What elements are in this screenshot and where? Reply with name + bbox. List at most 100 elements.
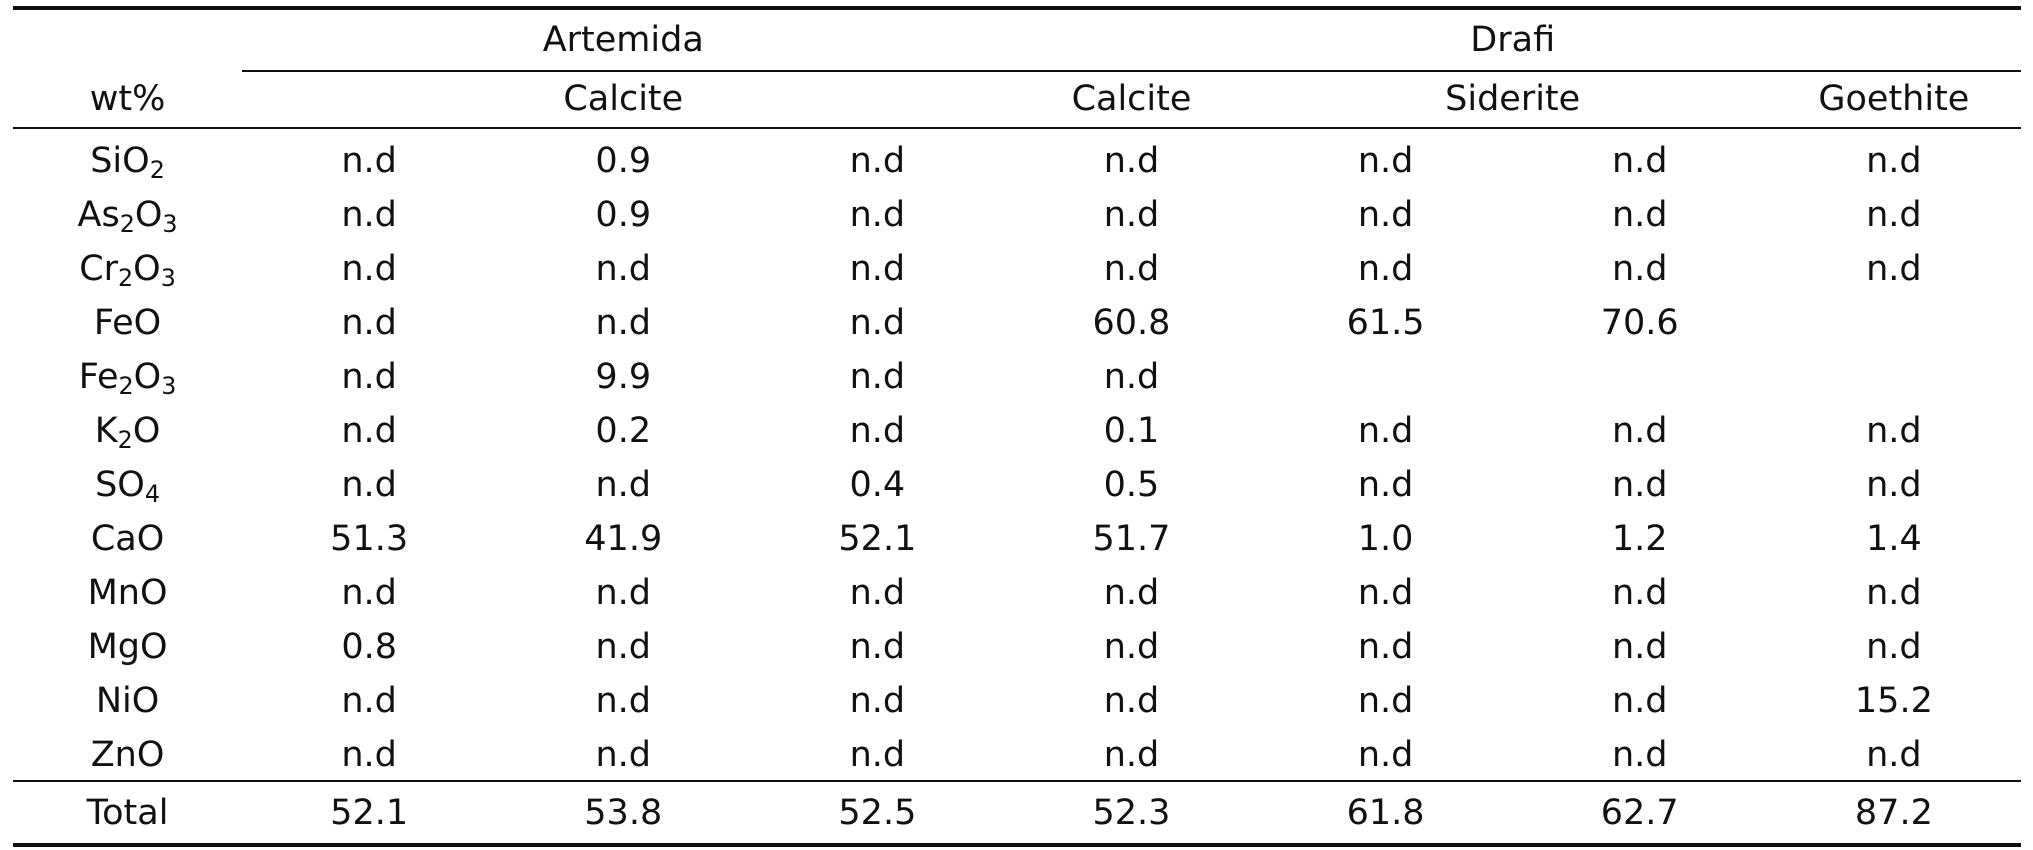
compound-text: SiO bbox=[90, 140, 150, 181]
value-cell: n.d bbox=[1611, 194, 1668, 235]
header-blank-cell bbox=[13, 0, 242, 70]
total-cell: 52.5 bbox=[838, 792, 917, 833]
top-rule bbox=[13, 6, 2021, 10]
drafi-group-rule bbox=[1004, 70, 2021, 72]
value-cell: n.d bbox=[1357, 680, 1414, 721]
total-cell: 52.1 bbox=[330, 792, 409, 833]
value-cell: n.d bbox=[1611, 248, 1668, 289]
compound-label: ZnO bbox=[13, 728, 242, 782]
value-cell: n.d bbox=[1357, 626, 1414, 667]
value-cell: n.d bbox=[341, 464, 397, 505]
value-cell: 0.8 bbox=[341, 626, 397, 667]
total-cell: 87.2 bbox=[1854, 792, 1933, 833]
table-row: FeO n.d n.d n.d 60.8 61.5 70.6 bbox=[13, 296, 2021, 350]
value-cell: n.d bbox=[341, 734, 397, 775]
value-cell: n.d bbox=[595, 248, 652, 289]
total-label: Total bbox=[86, 792, 169, 833]
value-cell: n.d bbox=[1103, 356, 1160, 397]
value-cell: n.d bbox=[1357, 248, 1414, 289]
value-cell: n.d bbox=[595, 302, 652, 343]
value-cell: n.d bbox=[1866, 464, 1922, 505]
value-cell: n.d bbox=[341, 410, 397, 451]
compound-subscript: 2 bbox=[117, 425, 133, 454]
value-cell: 15.2 bbox=[1854, 680, 1933, 721]
group-header-artemida: Artemida bbox=[542, 19, 704, 60]
value-cell: n.d bbox=[849, 626, 906, 667]
table-row: As2O3 n.d 0.9 n.d n.d n.d n.d n.d bbox=[13, 188, 2021, 242]
value-cell: n.d bbox=[1357, 410, 1414, 451]
compound-label: K2O bbox=[13, 404, 242, 458]
compound-text: SO bbox=[95, 464, 145, 505]
compound-subscript: 3 bbox=[162, 209, 178, 238]
compound-text: O bbox=[133, 356, 162, 397]
compound-label: As2O3 bbox=[13, 188, 242, 242]
value-cell: n.d bbox=[849, 194, 906, 235]
value-cell: 1.4 bbox=[1866, 518, 1922, 559]
value-cell: 61.5 bbox=[1346, 302, 1425, 343]
value-cell: n.d bbox=[1611, 734, 1668, 775]
value-cell: n.d bbox=[1357, 572, 1414, 613]
compound-text: K bbox=[94, 410, 118, 451]
value-cell bbox=[1513, 350, 1767, 404]
value-cell: 1.2 bbox=[1611, 518, 1668, 559]
value-cell: n.d bbox=[1611, 572, 1668, 613]
value-cell bbox=[1767, 350, 2021, 404]
compound-text: O bbox=[133, 248, 161, 289]
total-row: Total 52.1 53.8 52.5 52.3 61.8 62.7 87.2 bbox=[13, 782, 2021, 844]
table-row: MnO n.d n.d n.d n.d n.d n.d n.d bbox=[13, 566, 2021, 620]
value-cell: n.d bbox=[1611, 680, 1668, 721]
value-cell: 0.2 bbox=[595, 410, 652, 451]
compound-text: Fe bbox=[78, 356, 119, 397]
table-row: SiO2 n.d 0.9 n.d n.d n.d n.d n.d bbox=[13, 128, 2021, 188]
value-cell: 1.0 bbox=[1357, 518, 1414, 559]
value-cell: n.d bbox=[1103, 680, 1160, 721]
total-cell: 53.8 bbox=[584, 792, 663, 833]
value-cell: n.d bbox=[1611, 410, 1668, 451]
compound-label: NiO bbox=[13, 674, 242, 728]
compound-label: SiO2 bbox=[13, 128, 242, 188]
value-cell: n.d bbox=[849, 140, 906, 181]
value-cell: n.d bbox=[1866, 626, 1922, 667]
value-cell bbox=[1259, 350, 1513, 404]
value-cell: n.d bbox=[1357, 464, 1414, 505]
value-cell: 60.8 bbox=[1092, 302, 1171, 343]
value-cell: n.d bbox=[1103, 248, 1160, 289]
value-cell: n.d bbox=[341, 356, 397, 397]
total-cell: 52.3 bbox=[1092, 792, 1171, 833]
compound-text: Cr bbox=[79, 248, 119, 289]
compound-text: O bbox=[134, 194, 163, 235]
compound-text: MgO bbox=[87, 626, 168, 667]
compound-text: CaO bbox=[90, 518, 165, 559]
compound-subscript: 2 bbox=[118, 263, 134, 292]
compound-text: MnO bbox=[87, 572, 168, 613]
value-cell: 70.6 bbox=[1600, 302, 1679, 343]
table-row: K2O n.d 0.2 n.d 0.1 n.d n.d n.d bbox=[13, 404, 2021, 458]
compound-label: CaO bbox=[13, 512, 242, 566]
value-cell: 51.3 bbox=[330, 518, 409, 559]
value-cell: n.d bbox=[849, 356, 906, 397]
compound-subscript: 2 bbox=[149, 155, 165, 184]
compound-text: ZnO bbox=[90, 734, 165, 775]
value-cell: n.d bbox=[1866, 734, 1922, 775]
value-cell: n.d bbox=[341, 194, 397, 235]
value-cell: n.d bbox=[849, 248, 906, 289]
total-rule bbox=[13, 780, 2021, 782]
compound-label: Cr2O3 bbox=[13, 242, 242, 296]
value-cell: n.d bbox=[341, 680, 397, 721]
value-cell: n.d bbox=[1611, 140, 1668, 181]
value-cell: n.d bbox=[341, 140, 397, 181]
mineral-header-artemida-calcite: Calcite bbox=[563, 78, 684, 119]
value-cell: n.d bbox=[1611, 626, 1668, 667]
value-cell: n.d bbox=[595, 464, 652, 505]
table-row: SO4 n.d n.d 0.4 0.5 n.d n.d n.d bbox=[13, 458, 2021, 512]
value-cell: n.d bbox=[1103, 140, 1160, 181]
group-header-drafi: Drafi bbox=[1470, 19, 1556, 60]
value-cell: n.d bbox=[849, 302, 906, 343]
table-row: Fe2O3 n.d 9.9 n.d n.d bbox=[13, 350, 2021, 404]
value-cell: n.d bbox=[849, 680, 906, 721]
value-cell: n.d bbox=[595, 680, 652, 721]
value-cell: n.d bbox=[595, 626, 652, 667]
table-body: SiO2 n.d 0.9 n.d n.d n.d n.d n.d As2O3 n.d 0.9 n.d n… bbox=[13, 128, 2021, 782]
value-cell: n.d bbox=[849, 410, 906, 451]
